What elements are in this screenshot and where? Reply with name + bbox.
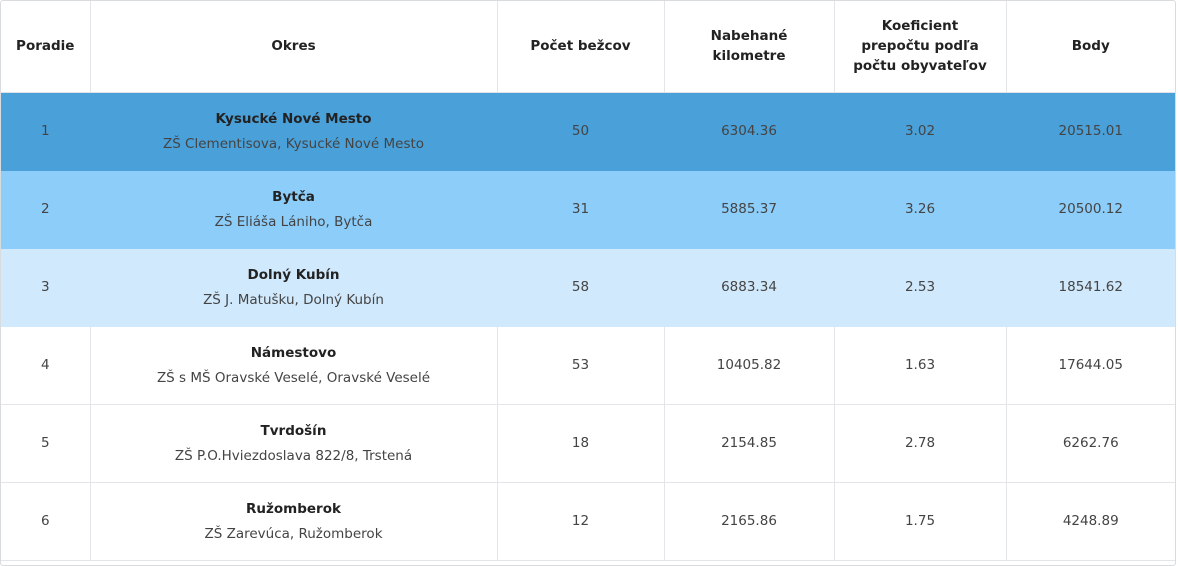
cell-km: 2165.86	[664, 482, 835, 561]
header-coef: Koeficient prepočtu podľa počtu obyvateľ…	[834, 1, 1007, 93]
cell-runners: 12	[497, 482, 665, 561]
cell-rank: 1	[1, 92, 91, 171]
cell-district: Tvrdošín ZŠ P.O.Hviezdoslava 822/8, Trst…	[90, 404, 498, 483]
school-name: ZŠ J. Matušku, Dolný Kubín	[203, 291, 384, 308]
cell-points: 20515.01	[1006, 92, 1175, 171]
cell-rank: 2	[1, 170, 91, 249]
table-row: 6 Ružomberok ZŠ Zarevúca, Ružomberok 12 …	[1, 482, 1175, 561]
cell-points: 20500.12	[1006, 170, 1175, 249]
school-name: ZŠ Zarevúca, Ružomberok	[204, 525, 383, 542]
cell-coef: 3.02	[834, 92, 1007, 171]
cell-points: 17644.05	[1006, 326, 1175, 405]
header-points: Body	[1006, 1, 1175, 93]
header-km-label: Nabehané kilometre	[710, 28, 788, 65]
cell-km: 6304.36	[664, 92, 835, 171]
header-district: Okres	[90, 1, 498, 93]
header-row: Poradie Okres Počet bežcov Nabehané kilo…	[1, 1, 1175, 93]
cell-rank: 6	[1, 482, 91, 561]
cell-runners: 31	[497, 170, 665, 249]
cell-points: 4248.89	[1006, 482, 1175, 561]
cell-district: Kysucké Nové Mesto ZŠ Clementisova, Kysu…	[90, 92, 498, 171]
school-name: ZŠ Eliáša Lániho, Bytča	[214, 213, 373, 230]
header-rank: Poradie	[1, 1, 91, 93]
cell-coef: 2.78	[834, 404, 1007, 483]
table-header: Poradie Okres Počet bežcov Nabehané kilo…	[1, 1, 1175, 93]
header-runners: Počet bežcov	[497, 1, 665, 93]
cell-coef: 1.63	[834, 326, 1007, 405]
district-name: Dolný Kubín	[247, 266, 340, 283]
cell-district: Námestovo ZŠ s MŠ Oravské Veselé, Oravsk…	[90, 326, 498, 405]
cell-district: Bytča ZŠ Eliáša Lániho, Bytča	[90, 170, 498, 249]
cell-coef: 2.53	[834, 248, 1007, 327]
cell-points: 6262.76	[1006, 404, 1175, 483]
district-name: Námestovo	[250, 344, 337, 361]
cell-points: 18541.62	[1006, 248, 1175, 327]
cell-km: 2154.85	[664, 404, 835, 483]
cell-runners: 18	[497, 404, 665, 483]
table-row: 2 Bytča ZŠ Eliáša Lániho, Bytča 31 5885.…	[1, 170, 1175, 249]
district-name: Kysucké Nové Mesto	[215, 110, 372, 127]
cell-km: 6883.34	[664, 248, 835, 327]
cell-runners: 50	[497, 92, 665, 171]
school-name: ZŠ s MŠ Oravské Veselé, Oravské Veselé	[156, 369, 431, 386]
district-name: Tvrdošín	[260, 422, 327, 439]
school-name: ZŠ Clementisova, Kysucké Nové Mesto	[162, 135, 425, 152]
cell-coef: 3.26	[834, 170, 1007, 249]
cell-runners: 53	[497, 326, 665, 405]
cell-km: 5885.37	[664, 170, 835, 249]
table-row: 4 Námestovo ZŠ s MŠ Oravské Veselé, Orav…	[1, 326, 1175, 405]
table-row: 1 Kysucké Nové Mesto ZŠ Clementisova, Ky…	[1, 92, 1175, 171]
table-row: 3 Dolný Kubín ZŠ J. Matušku, Dolný Kubín…	[1, 248, 1175, 327]
cell-km: 10405.82	[664, 326, 835, 405]
cell-district: Ružomberok ZŠ Zarevúca, Ružomberok	[90, 482, 498, 561]
header-km: Nabehané kilometre	[664, 1, 835, 93]
cell-rank: 4	[1, 326, 91, 405]
table-row: 5 Tvrdošín ZŠ P.O.Hviezdoslava 822/8, Tr…	[1, 404, 1175, 483]
header-coef-label: Koeficient prepočtu podľa počtu obyvateľ…	[853, 18, 987, 75]
cell-rank: 3	[1, 248, 91, 327]
school-name: ZŠ P.O.Hviezdoslava 822/8, Trstená	[174, 447, 413, 464]
district-name: Ružomberok	[246, 500, 341, 517]
table-body: 1 Kysucké Nové Mesto ZŠ Clementisova, Ky…	[1, 92, 1175, 561]
cell-runners: 58	[497, 248, 665, 327]
cell-district: Dolný Kubín ZŠ J. Matušku, Dolný Kubín	[90, 248, 498, 327]
district-name: Bytča	[272, 188, 315, 205]
cell-coef: 1.75	[834, 482, 1007, 561]
cell-rank: 5	[1, 404, 91, 483]
